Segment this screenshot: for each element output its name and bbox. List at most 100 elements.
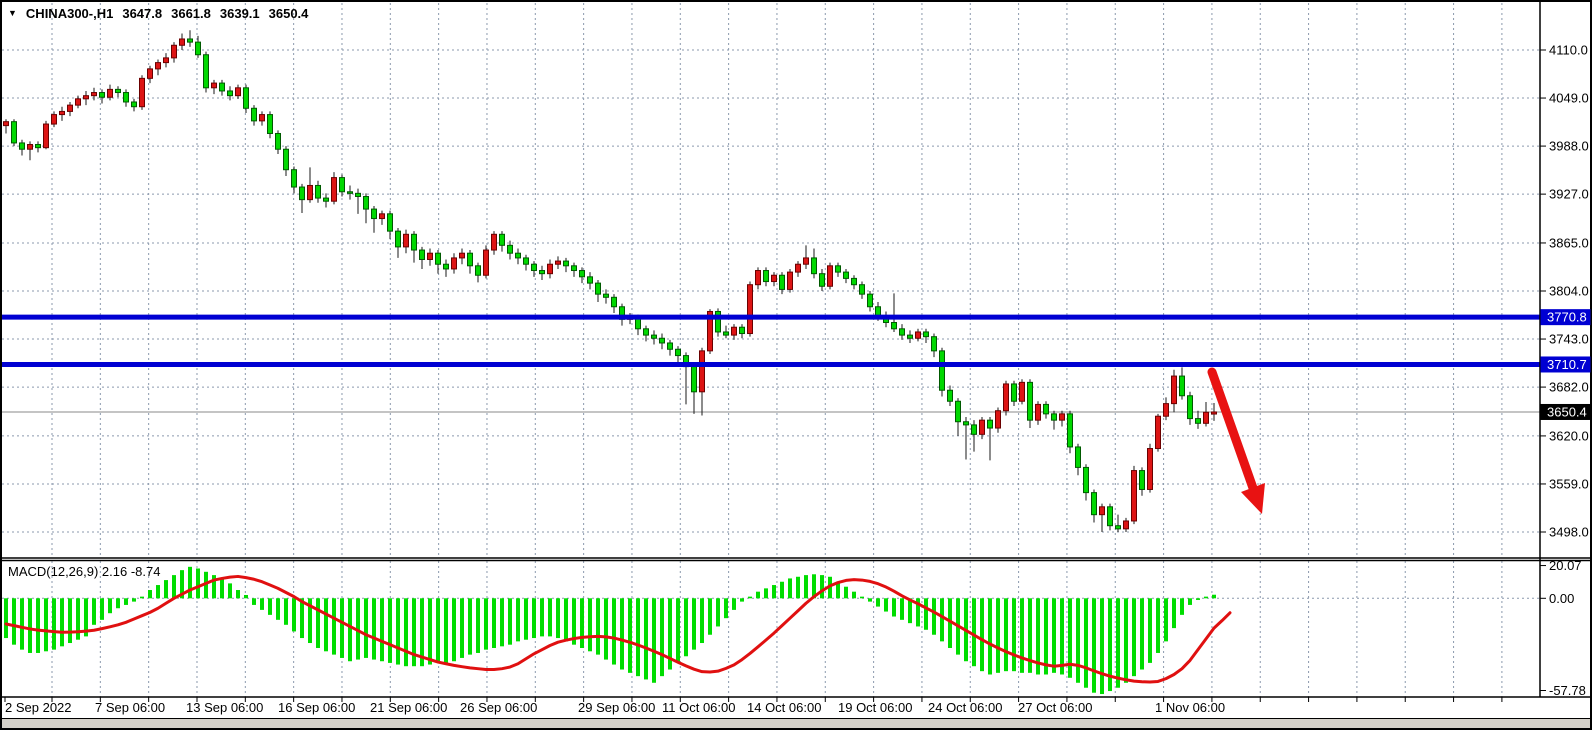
macd-histogram-bar [636,598,640,677]
candle-bear [435,252,441,265]
macd-histogram-bar [860,596,864,599]
macd-axis-max: 20.07 [1549,558,1582,573]
candle-bull [755,270,761,286]
macd-axis-min: -57.78 [1549,683,1586,698]
candle-bull [1203,411,1209,424]
candle-bear [931,336,937,352]
macd-histogram-bar [516,598,520,642]
candle-bull [1211,411,1217,415]
macd-histogram-bar [228,583,232,599]
ohlc-close: 3650.4 [268,6,309,21]
candle-bear [187,38,193,43]
candle-bear [395,230,401,248]
macd-histogram-bar [812,574,816,599]
macd-histogram-bar [1196,598,1200,600]
candle-bear [339,177,345,193]
candle-bull [163,57,169,64]
candle-bear [843,271,849,279]
trend-arrow-head[interactable] [1241,483,1265,514]
candle-bull [91,92,97,97]
macd-histogram-bar [92,598,96,625]
trend-arrow-shaft[interactable] [1207,367,1258,493]
candle-bear [891,322,897,330]
macd-histogram-bar [20,598,24,650]
macd-histogram-bar [724,598,728,619]
date-axis-label: 1 Nov 06:00 [1155,700,1225,715]
macd-histogram-bar [276,598,280,620]
macd-histogram-bar [132,598,136,602]
candle-bear [123,92,129,103]
ohlc-low: 3639.1 [219,6,260,21]
macd-histogram-bar [340,598,344,658]
candle-bear [851,277,857,286]
candle-bear [715,310,721,333]
candle-bear [507,244,513,254]
macd-histogram-bar [1116,598,1120,688]
macd-histogram-bar [188,566,192,599]
price-axis-label: 3498.0 [1549,525,1589,540]
macd-histogram-bar [596,598,600,655]
macd-histogram-bar [1068,598,1072,678]
macd-histogram-bar [332,598,336,655]
macd-histogram-bar [500,598,504,647]
macd-histogram-bar [1156,598,1160,653]
macd-histogram-bar [1108,598,1112,692]
candle-bear [899,328,905,336]
macd-histogram-bar [852,591,856,599]
candle-bear [659,337,665,344]
candle-bear [595,282,601,295]
macd-histogram-bar [4,598,8,639]
macd-histogram-bar [780,581,784,599]
macd-histogram-bar [1012,598,1016,672]
macd-histogram-bar [316,598,320,648]
macd-histogram-bar [1084,598,1088,688]
candle-bull [827,265,833,287]
candle-bear [763,270,769,283]
candle-bear [11,121,17,144]
macd-histogram-bar [300,598,304,639]
macd-histogram-bar [396,598,400,665]
candle-bear [1115,525,1121,530]
price-badge-resistance-bg [1540,309,1591,326]
macd-histogram-bar [916,598,920,627]
macd-histogram-bar [388,598,392,663]
candle-bear [523,257,529,265]
macd-histogram-bar [1180,598,1184,615]
candle-bull [707,310,713,352]
ohlc-high: 3661.8 [171,6,211,21]
macd-histogram-bar [324,598,328,652]
macd-histogram-bar [1172,598,1176,629]
candle-bear [443,263,449,270]
candle-bear [1067,413,1073,448]
macd-histogram-bar [196,568,200,599]
candle-bear [1195,418,1201,424]
candle-bear [1051,413,1057,421]
macd-histogram-bar [172,575,176,599]
macd-histogram-bar [620,598,624,670]
candle-bull [771,274,777,283]
candle-bear [963,421,969,426]
macd-histogram-bar [844,586,848,599]
candle-bull [1059,413,1065,421]
candle-bull [51,114,57,125]
macd-histogram-bar [100,598,104,620]
macd-histogram-bar [564,598,568,642]
candle-bear [923,331,929,338]
ohlc-open: 3647.8 [122,6,163,21]
candle-bull [155,62,161,70]
macd-histogram-bar [948,598,952,648]
macd-histogram-bar [628,598,632,673]
macd-histogram-bar [1020,598,1024,673]
macd-histogram-bar [140,596,144,599]
macd-histogram-bar [204,571,208,599]
macd-histogram-bar [1052,598,1056,673]
candle-bull [1019,381,1025,402]
macd-histogram-bar [76,598,80,640]
macd-histogram-bar [980,598,984,672]
candle-bull [1131,470,1137,522]
macd-histogram-bar [932,598,936,635]
macd-histogram-bar [1188,598,1192,605]
macd-histogram-bar [148,590,152,599]
macd-histogram-bar [1092,598,1096,693]
